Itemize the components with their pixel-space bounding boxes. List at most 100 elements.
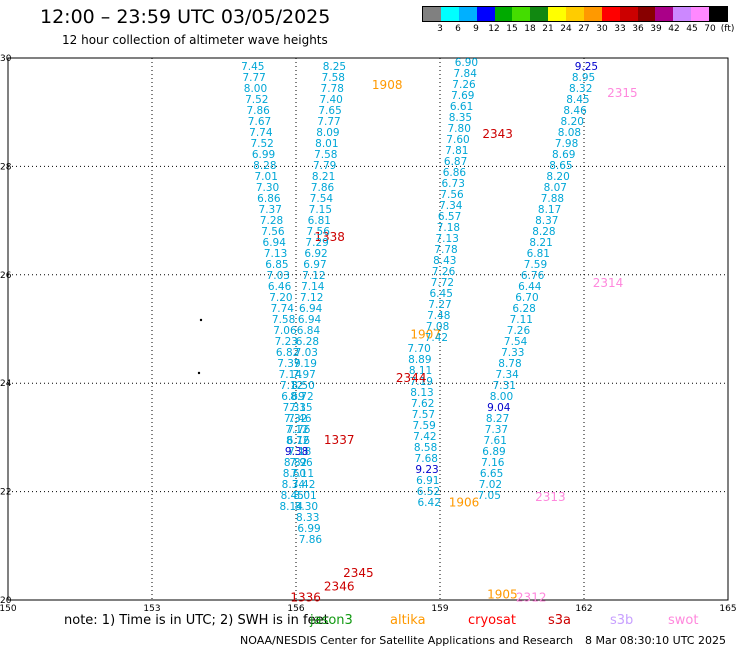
wave-height-value: 7.56 — [440, 189, 464, 201]
lon-tick-label: 150 — [0, 604, 17, 614]
track-label: 2346 — [324, 579, 355, 593]
wave-height-value: 6.57 — [438, 211, 461, 223]
wave-height-value: 6.16 — [287, 435, 311, 447]
wave-height-value: 8.20 — [546, 171, 569, 183]
wave-height-value: 7.62 — [411, 398, 434, 410]
wave-height-value: 7.96 — [289, 457, 313, 469]
color-scale-cell — [566, 7, 584, 21]
legend-item-s3b: s3b — [610, 613, 634, 628]
wave-height-value: 7.40 — [319, 94, 342, 106]
wave-height-value: 7.54 — [504, 336, 528, 348]
wave-height-value: 7.26 — [432, 266, 456, 278]
wave-height-value: 7.86 — [299, 534, 323, 546]
track-label: 2315 — [607, 86, 638, 100]
wave-height-value: 7.78 — [321, 83, 344, 95]
wave-height-color-scale: 3 6 9 12 15 18 21 24 27 30 33 36 39 42 45 70 (ft) — [422, 6, 734, 36]
wave-height-value: 6.86 — [257, 193, 281, 205]
track-label: 1906 — [449, 495, 480, 509]
wave-height-value: 8.14 — [280, 501, 304, 513]
wave-height-value: 8.01 — [315, 138, 338, 150]
lat-tick-label: 20 — [0, 596, 12, 606]
footer-credit: NOAA/NESDIS Center for Satellite Applica… — [240, 634, 574, 647]
wave-height-value: 7.12 — [300, 292, 323, 304]
wave-height-value: 7.06 — [273, 325, 297, 337]
wave-height-value: 7.02 — [479, 479, 502, 491]
wave-height-value: 6.90 — [455, 57, 478, 69]
wave-height-value: 8.20 — [561, 116, 584, 128]
wave-height-value: 8.28 — [532, 226, 555, 238]
wave-height-value: 7.42 — [292, 479, 315, 491]
wave-height-value: 7.52 — [245, 94, 268, 106]
wave-height-value: 7.03 — [267, 270, 290, 282]
legend-item-swot: swot — [668, 613, 699, 628]
wave-height-value: 7.32 — [284, 413, 307, 425]
wave-height-value: 8.21 — [529, 237, 552, 249]
wave-height-value: 7.86 — [311, 182, 335, 194]
track-label: 1908 — [372, 78, 403, 92]
color-scale-cell — [512, 7, 531, 21]
color-scale-cell — [440, 7, 459, 21]
page-subtitle: 12 hour collection of altimeter wave hei… — [62, 33, 328, 47]
lat-tick-label: 24 — [0, 379, 12, 389]
wave-height-value: 8.21 — [312, 171, 335, 183]
wave-height-value: 8.35 — [449, 112, 472, 124]
wave-height-value: 7.59 — [524, 259, 547, 271]
color-scale-cell — [655, 7, 674, 21]
wave-height-value: 7.72 — [431, 277, 454, 289]
wave-height-value: 7.54 — [310, 193, 334, 205]
track-label: 2312 — [516, 590, 547, 604]
wave-height-value: 8.46 — [563, 105, 587, 117]
lon-tick-label: 159 — [431, 604, 448, 614]
lat-tick-label: 30 — [0, 54, 12, 64]
legend-item-jason3: jason3 — [310, 613, 353, 628]
wave-height-value: 7.74 — [249, 127, 273, 139]
color-scale-cell — [709, 7, 727, 21]
wave-height-value: 6.52 — [417, 486, 440, 498]
color-scale-cell — [458, 7, 477, 21]
wave-height-value: 7.14 — [301, 281, 325, 293]
lon-tick-label: 162 — [575, 604, 592, 614]
wave-height-value: 8.09 — [316, 127, 339, 139]
wave-height-value: 6.87 — [444, 156, 467, 168]
wave-height-value: 7.58 — [272, 314, 295, 326]
wave-height-value: 8.72 — [286, 435, 309, 447]
wave-height-value: 7.18 — [288, 446, 311, 458]
color-scale-cell — [691, 7, 709, 21]
wave-height-value: 7.58 — [314, 149, 337, 161]
wave-height-value: 6.73 — [442, 178, 465, 190]
wave-height-value: 7.86 — [246, 105, 270, 117]
wave-height-value: 7.58 — [322, 72, 345, 84]
wave-height-value: 7.05 — [478, 490, 501, 502]
color-scale-label: 24 — [560, 24, 572, 34]
wave-height-value: 7.74 — [271, 303, 295, 315]
wave-height-value: 8.60 — [283, 468, 306, 480]
wave-height-value: 7.19 — [410, 376, 433, 388]
island-dot — [197, 371, 201, 375]
wave-height-value: 7.39 — [277, 358, 300, 370]
color-scale-label: 45 — [686, 24, 698, 34]
wave-height-value: 7.12 — [285, 424, 308, 436]
wave-height-value: 7.46 — [288, 413, 312, 425]
wave-height-value: 9.25 — [575, 61, 598, 73]
wave-height-value: 8.32 — [569, 83, 592, 95]
color-scale-label: 18 — [524, 24, 536, 34]
lon-tick-label: 153 — [143, 604, 160, 614]
color-scale-unit: (ft) — [720, 24, 735, 34]
wave-height-value: 8.95 — [572, 72, 595, 84]
wave-height-value: 6.89 — [482, 446, 505, 458]
wave-height-value: 8.89 — [408, 354, 431, 366]
track-label: 1907 — [410, 327, 441, 341]
track-label: 2313 — [535, 490, 566, 504]
wave-height-value: 9.23 — [415, 464, 438, 476]
track-label: 2314 — [593, 276, 624, 290]
wave-height-value: 6.94 — [299, 303, 323, 315]
lat-tick-label: 26 — [0, 271, 12, 281]
color-scale-cell — [601, 7, 620, 21]
wave-height-value: 7.29 — [305, 237, 328, 249]
color-scale-label: 12 — [488, 24, 500, 34]
footer-timestamp: 8 Mar 08:30:10 UTC 2025 — [585, 634, 726, 647]
wave-height-value: 7.27 — [428, 299, 451, 311]
wave-height-value: 8.82 — [284, 457, 307, 469]
wave-height-value: 6.61 — [450, 101, 473, 113]
track-label: 1337 — [324, 433, 355, 447]
